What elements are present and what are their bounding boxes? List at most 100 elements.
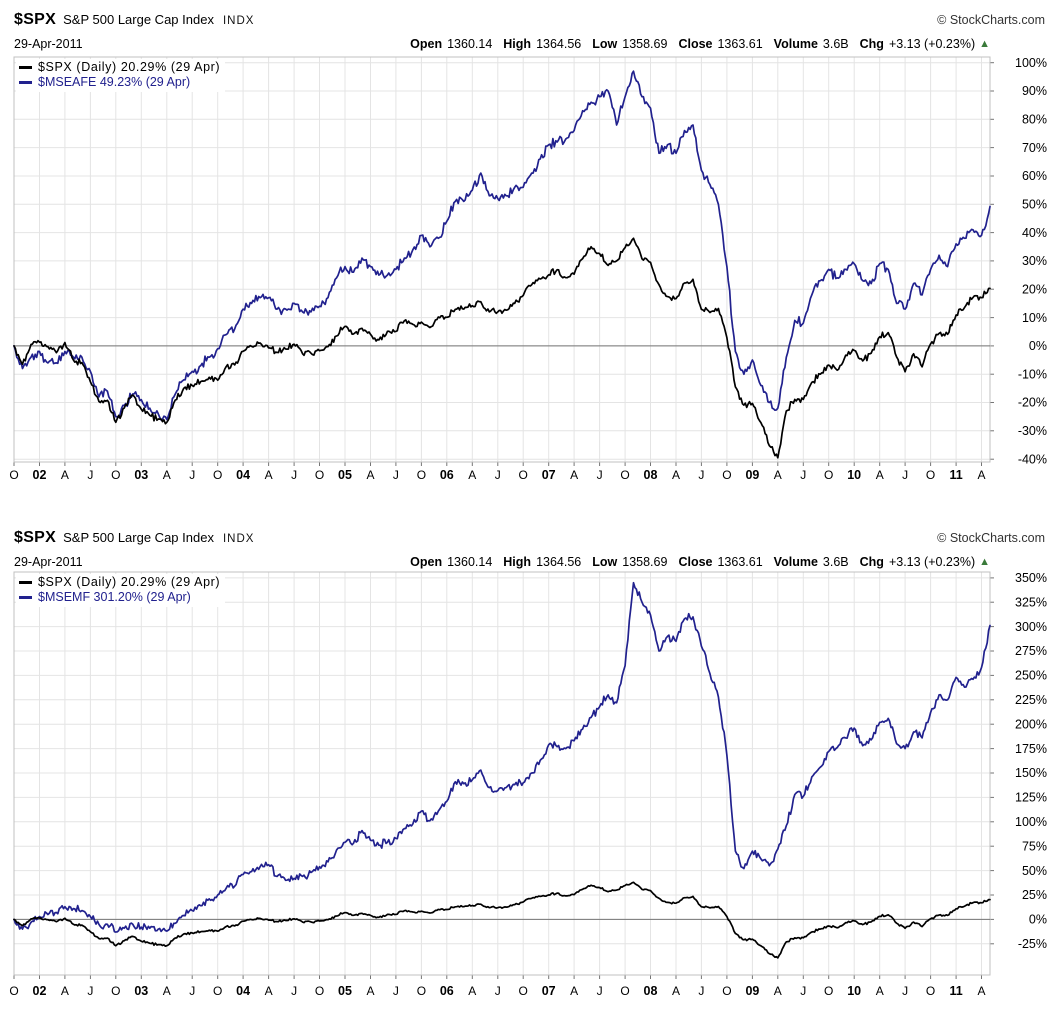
chg-label: Chg <box>859 37 884 51</box>
x-axis-label: O <box>722 468 731 482</box>
x-axis-label: J <box>87 984 93 998</box>
performance-chart-spx-vs-mseafe: 100% 90% 80% 70% 60% 50% 40% 30% 20% 10% 0% -10% -20… <box>9 56 1047 482</box>
legend-label-spx: $SPX (Daily) 20.29% (29 Apr) <box>38 60 221 74</box>
performance-chart-spx-vs-msemf: 350% 325% 300% 275% 250% 225% 200% 175% 150% 125%… <box>9 571 1047 998</box>
close-value: 1363.61 <box>717 555 763 569</box>
y-axis-label: 200% <box>1015 717 1047 731</box>
chg-label: Chg <box>859 555 884 569</box>
x-axis-label: O <box>315 468 324 482</box>
x-axis-label: O <box>926 984 935 998</box>
legend-item-mseafe: $MSEAFE 49.23% (29 Apr) <box>19 75 220 90</box>
x-axis-label: 09 <box>745 468 759 482</box>
x-axis-label: A <box>468 984 476 998</box>
index-name: S&P 500 Large Cap Index <box>63 12 214 27</box>
x-axis-label: J <box>189 468 195 482</box>
series-line-spxdaily <box>13 237 991 459</box>
x-axis-label: J <box>800 984 806 998</box>
legend-swatch-mseafe <box>19 81 32 84</box>
index-name: S&P 500 Large Cap Index <box>63 530 214 545</box>
legend-swatch-spx <box>19 66 32 69</box>
x-axis-label: O <box>111 984 120 998</box>
x-axis-label: A <box>366 468 374 482</box>
stockcharts-credit: © StockCharts.com <box>937 531 1045 545</box>
close-label: Close <box>678 555 713 569</box>
x-axis-label: A <box>61 468 69 482</box>
y-axis-label: 10% <box>1022 311 1047 325</box>
x-axis-label: 09 <box>745 984 759 998</box>
y-axis-label: -20% <box>1018 396 1047 410</box>
x-axis-label: 06 <box>440 984 454 998</box>
x-axis-label: 06 <box>440 468 454 482</box>
y-axis-label: -25% <box>1018 937 1047 951</box>
x-axis-label: J <box>495 468 501 482</box>
x-axis-label: A <box>774 468 782 482</box>
x-axis-label: 04 <box>236 984 250 998</box>
volume-value: 3.6B <box>822 555 849 569</box>
x-axis-label: A <box>876 984 884 998</box>
y-axis-label: 350% <box>1015 571 1047 585</box>
chg-value: +3.13 (+0.23%) <box>888 37 976 51</box>
legend-item-spx: $SPX (Daily) 20.29% (29 Apr) <box>19 60 220 75</box>
x-axis-label: 08 <box>644 984 658 998</box>
x-axis-label: J <box>902 468 908 482</box>
x-axis-label: O <box>315 984 324 998</box>
x-axis-label: J <box>291 984 297 998</box>
y-axis-label: 125% <box>1015 791 1047 805</box>
high-value: 1364.56 <box>536 555 582 569</box>
quote-bar: Open 1360.14 High 1364.56 Low 1358.69 Close 136… <box>410 37 990 51</box>
y-axis-label: -30% <box>1018 424 1047 438</box>
x-axis-label: J <box>393 984 399 998</box>
close-label: Close <box>678 37 713 51</box>
x-axis-label: O <box>824 468 833 482</box>
y-axis-label: 20% <box>1022 282 1047 296</box>
chart-block-msemf: $SPX S&P 500 Large Cap Index INDX © Stoc… <box>0 518 1055 1018</box>
x-axis-label: 02 <box>33 468 47 482</box>
x-axis-label: O <box>9 468 18 482</box>
change-up-arrow-icon: ▲ <box>979 556 990 568</box>
x-axis-label: A <box>468 468 476 482</box>
x-axis-label: 11 <box>949 468 962 482</box>
y-axis-label: -10% <box>1018 367 1047 381</box>
x-axis-label: O <box>9 984 18 998</box>
y-axis-label: 0% <box>1029 339 1047 353</box>
x-axis-label: J <box>597 984 603 998</box>
y-axis-label: 50% <box>1022 864 1047 878</box>
y-axis-label: 80% <box>1022 113 1047 127</box>
x-axis-label: 05 <box>338 984 352 998</box>
y-axis-label: 100% <box>1015 56 1047 70</box>
quote-date: 29-Apr-2011 <box>14 37 83 51</box>
low-label: Low <box>592 37 618 51</box>
x-axis-label: O <box>519 468 528 482</box>
x-axis-label: J <box>291 468 297 482</box>
x-axis-label: O <box>620 468 629 482</box>
x-axis-label: A <box>977 984 985 998</box>
legend-swatch-spx <box>19 581 32 584</box>
legend-item-msemf: $MSEMF 301.20% (29 Apr) <box>19 590 220 605</box>
y-axis-label: 25% <box>1022 888 1047 902</box>
open-value: 1360.14 <box>447 555 493 569</box>
y-axis-label: 225% <box>1015 693 1047 707</box>
legend-label-mseafe: $MSEAFE 49.23% (29 Apr) <box>38 75 191 89</box>
chart-legend: $SPX (Daily) 20.29% (29 Apr) $MSEMF 301.… <box>16 574 226 607</box>
x-axis-label: 10 <box>847 984 861 998</box>
x-axis-label: A <box>876 468 884 482</box>
y-axis-label: 70% <box>1022 141 1047 155</box>
x-axis-label: 03 <box>134 984 148 998</box>
open-value: 1360.14 <box>447 37 493 51</box>
open-label: Open <box>410 37 443 51</box>
x-axis-label: 10 <box>847 468 861 482</box>
quote-date: 29-Apr-2011 <box>14 555 83 569</box>
y-axis-label: 50% <box>1022 198 1047 212</box>
y-axis-label: 250% <box>1015 669 1047 683</box>
volume-label: Volume <box>773 555 818 569</box>
x-axis-label: 02 <box>33 984 47 998</box>
series-line-mseafe <box>13 70 991 421</box>
quote-bar: Open 1360.14 High 1364.56 Low 1358.69 Close 136… <box>410 555 990 569</box>
high-label: High <box>503 37 532 51</box>
volume-label: Volume <box>773 37 818 51</box>
x-axis-label: A <box>163 468 171 482</box>
x-axis-label: J <box>87 468 93 482</box>
volume-value: 3.6B <box>822 37 849 51</box>
x-axis-label: O <box>519 984 528 998</box>
y-axis-label: 40% <box>1022 226 1047 240</box>
